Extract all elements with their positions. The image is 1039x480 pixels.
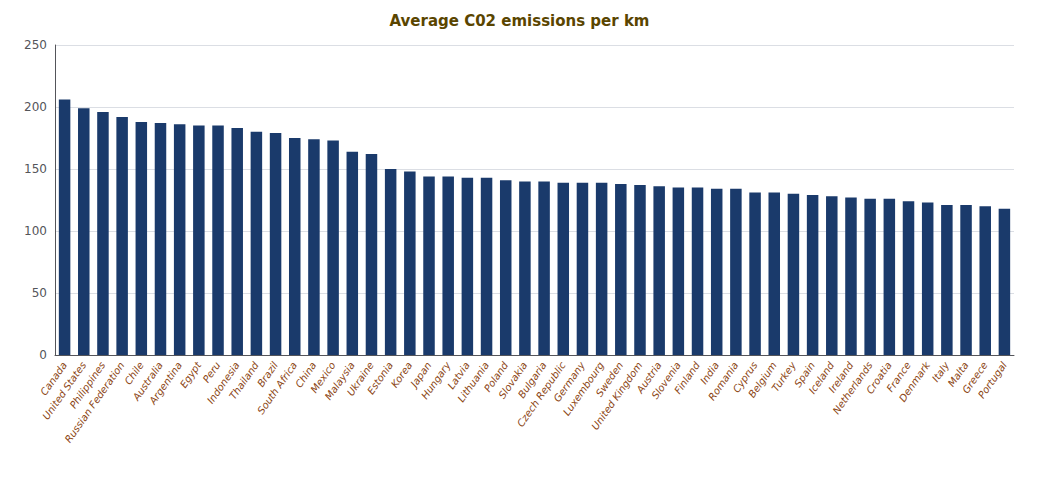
svg-text:Ukraine: Ukraine bbox=[344, 359, 376, 398]
svg-text:Poland: Poland bbox=[481, 359, 511, 394]
svg-text:France: France bbox=[884, 359, 913, 394]
svg-text:100: 100 bbox=[24, 224, 47, 238]
svg-text:Egypt: Egypt bbox=[178, 359, 204, 390]
svg-text:Italy: Italy bbox=[929, 359, 952, 384]
svg-text:Bulgaria: Bulgaria bbox=[515, 359, 549, 401]
svg-text:Chile: Chile bbox=[122, 359, 146, 387]
svg-text:Netherlands: Netherlands bbox=[830, 359, 875, 417]
svg-text:Finland: Finland bbox=[672, 359, 702, 396]
svg-text:Turkey: Turkey bbox=[770, 359, 799, 394]
svg-text:Croatia: Croatia bbox=[864, 359, 894, 396]
svg-text:Malta: Malta bbox=[945, 359, 971, 389]
svg-text:Austria: Austria bbox=[634, 359, 664, 396]
svg-text:Spain: Spain bbox=[792, 359, 818, 389]
svg-text:Hungary: Hungary bbox=[419, 359, 453, 402]
svg-text:United States: United States bbox=[40, 359, 89, 422]
svg-text:Slovenia: Slovenia bbox=[649, 359, 683, 401]
svg-text:Romania: Romania bbox=[706, 359, 741, 403]
svg-text:Cyprus: Cyprus bbox=[730, 359, 760, 395]
svg-text:Mexico: Mexico bbox=[308, 359, 338, 395]
svg-text:Brazil: Brazil bbox=[255, 359, 281, 389]
svg-text:United Kingdom: United Kingdom bbox=[589, 360, 644, 432]
svg-text:250: 250 bbox=[24, 38, 47, 52]
svg-text:200: 200 bbox=[24, 100, 47, 114]
svg-text:0: 0 bbox=[39, 348, 47, 362]
svg-text:Luxembourg: Luxembourg bbox=[561, 359, 607, 418]
svg-text:Japan: Japan bbox=[408, 359, 434, 389]
svg-text:Australia: Australia bbox=[130, 359, 165, 403]
svg-text:Average C02 emissions per km: Average C02 emissions per km bbox=[390, 12, 650, 30]
svg-text:50: 50 bbox=[32, 286, 47, 300]
svg-text:Korea: Korea bbox=[388, 359, 415, 390]
svg-text:Belgium: Belgium bbox=[746, 359, 779, 400]
svg-text:Argentina: Argentina bbox=[147, 359, 185, 407]
svg-text:Canada: Canada bbox=[38, 359, 70, 398]
svg-text:Sweden: Sweden bbox=[593, 359, 626, 399]
svg-text:150: 150 bbox=[24, 162, 47, 176]
svg-text:Czech Republic: Czech Republic bbox=[514, 359, 568, 429]
svg-text:India: India bbox=[698, 359, 722, 387]
svg-text:Malaysia: Malaysia bbox=[322, 359, 357, 402]
svg-text:Lithuania: Lithuania bbox=[455, 359, 492, 405]
svg-text:Russian Federation: Russian Federation bbox=[63, 360, 127, 445]
svg-text:Portugal: Portugal bbox=[976, 360, 1009, 401]
svg-text:Thailand: Thailand bbox=[227, 359, 261, 402]
svg-text:Germany: Germany bbox=[551, 359, 587, 404]
svg-text:South Africa: South Africa bbox=[255, 360, 299, 416]
svg-text:Peru: Peru bbox=[200, 359, 223, 385]
svg-text:Indonesia: Indonesia bbox=[205, 359, 242, 406]
svg-text:Greece: Greece bbox=[960, 359, 990, 396]
svg-text:Denmark: Denmark bbox=[897, 359, 933, 404]
svg-text:Estonia: Estonia bbox=[365, 360, 395, 396]
svg-text:Ireland: Ireland bbox=[826, 359, 856, 395]
svg-text:Slovakia: Slovakia bbox=[496, 359, 530, 401]
svg-text:Philippines: Philippines bbox=[67, 359, 108, 411]
svg-text:China: China bbox=[293, 359, 319, 390]
svg-text:Iceland: Iceland bbox=[806, 359, 837, 396]
svg-text:Latvia: Latvia bbox=[445, 359, 472, 392]
